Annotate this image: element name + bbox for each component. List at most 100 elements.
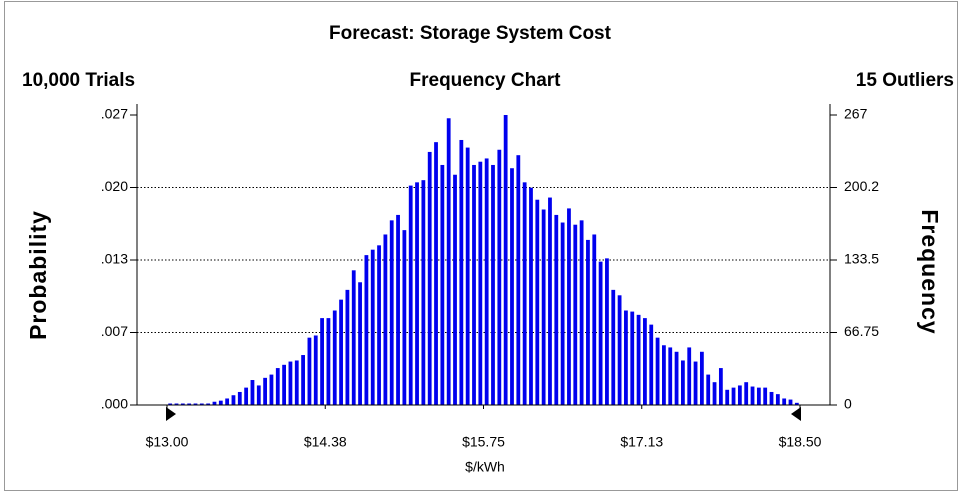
bar xyxy=(187,403,192,405)
bar xyxy=(370,249,375,405)
bar xyxy=(237,391,242,405)
bar xyxy=(617,295,622,405)
bar xyxy=(301,355,305,405)
y-axis-title: Probability xyxy=(25,210,51,340)
bar xyxy=(763,387,768,405)
bar xyxy=(725,389,730,405)
bar xyxy=(497,149,502,405)
bar xyxy=(630,311,635,405)
bar xyxy=(453,174,457,405)
bar xyxy=(275,368,280,405)
bar xyxy=(193,403,198,405)
bar xyxy=(516,155,521,405)
bar xyxy=(307,337,312,405)
bar xyxy=(579,220,584,405)
x-tick-label: $13.00 xyxy=(146,434,189,450)
bar xyxy=(737,385,742,405)
bar xyxy=(586,239,590,405)
bar xyxy=(535,199,540,405)
bar xyxy=(750,386,755,405)
bar xyxy=(320,318,324,405)
x-tick-label: $15.75 xyxy=(462,434,505,450)
bar xyxy=(731,387,736,405)
bar xyxy=(649,324,654,405)
bar xyxy=(199,403,204,405)
bar xyxy=(605,258,609,405)
bar xyxy=(484,158,489,405)
bar xyxy=(693,361,698,405)
bar xyxy=(636,314,641,405)
trials-label: 10,000 Trials xyxy=(22,70,135,91)
y-tick-label: .013 xyxy=(101,251,128,267)
bar xyxy=(655,337,660,405)
bar xyxy=(674,351,679,405)
y2-tick-label: 267 xyxy=(844,106,868,122)
bar xyxy=(377,245,381,405)
bar xyxy=(541,209,546,405)
bar xyxy=(465,147,470,405)
bar xyxy=(225,398,230,405)
bar xyxy=(440,164,445,405)
y-tick-label: .020 xyxy=(101,178,128,194)
bar xyxy=(522,182,527,405)
bar xyxy=(364,255,369,405)
y-tick-label: .027 xyxy=(101,106,128,122)
bar xyxy=(472,164,476,405)
bar xyxy=(168,403,173,405)
bar xyxy=(269,374,274,405)
bar xyxy=(339,299,343,405)
bar xyxy=(718,368,723,405)
bar xyxy=(744,382,749,405)
bar xyxy=(706,374,711,405)
x-tick-label: $14.38 xyxy=(304,434,347,450)
bar xyxy=(174,403,179,405)
bar xyxy=(294,360,299,405)
y-tick-label: .007 xyxy=(101,323,128,339)
left-grabber[interactable] xyxy=(166,407,176,421)
bar xyxy=(446,118,451,406)
bar xyxy=(396,214,400,405)
bar xyxy=(573,224,578,405)
x-tick-label: $18.50 xyxy=(779,434,822,450)
bar xyxy=(313,335,318,405)
bar xyxy=(434,142,438,405)
chart-subtitle: Frequency Chart xyxy=(410,70,562,91)
bar xyxy=(256,385,261,405)
bar xyxy=(592,234,597,405)
bar xyxy=(231,395,236,405)
bar xyxy=(643,318,647,405)
bar xyxy=(402,230,407,405)
bar xyxy=(699,351,704,405)
y-tick-label: .000 xyxy=(101,396,128,412)
bar xyxy=(567,208,571,405)
y2-tick-label: 66.75 xyxy=(844,323,879,339)
y2-tick-label: 200.2 xyxy=(844,178,879,194)
bar xyxy=(782,398,787,405)
bar xyxy=(478,161,483,405)
bar xyxy=(624,310,628,405)
bar xyxy=(788,399,793,405)
plot-area xyxy=(137,115,830,406)
bar xyxy=(598,261,603,405)
bar xyxy=(491,164,495,405)
bar xyxy=(345,289,350,405)
bar xyxy=(244,387,249,405)
bar xyxy=(712,382,717,405)
x-tick-label: $17.13 xyxy=(620,434,663,450)
bar xyxy=(548,197,552,405)
bar xyxy=(459,139,464,406)
bar xyxy=(218,400,223,405)
bar xyxy=(687,347,692,405)
bar xyxy=(680,360,685,405)
right-grabber[interactable] xyxy=(791,407,801,421)
bar xyxy=(769,391,774,405)
x-axis-title: $/kWh xyxy=(465,459,505,475)
bar xyxy=(560,222,565,405)
bar xyxy=(503,115,508,405)
bar xyxy=(282,364,287,405)
bar xyxy=(206,403,211,405)
bar xyxy=(180,403,185,405)
bar xyxy=(611,289,616,405)
chart-title: Forecast: Storage System Cost xyxy=(329,23,612,44)
